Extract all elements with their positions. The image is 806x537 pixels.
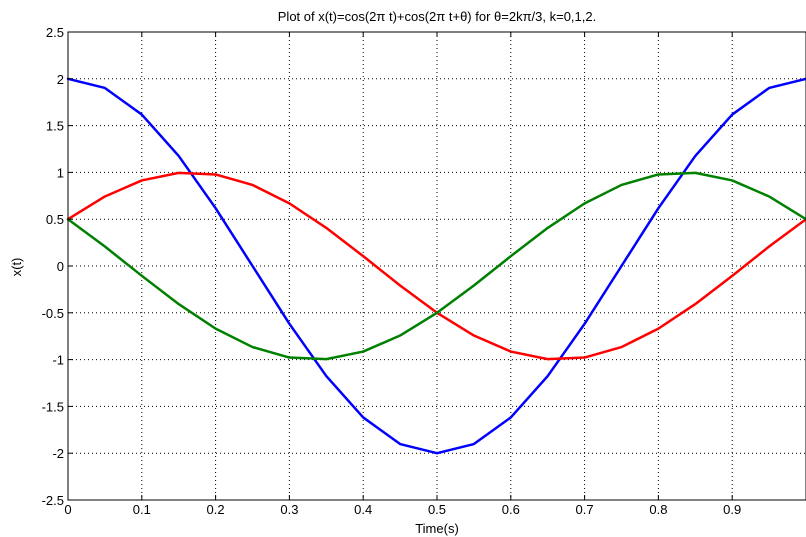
x-tick-label: 0.3 bbox=[280, 502, 298, 517]
series-line-3 bbox=[66, 171, 806, 361]
y-tick-label: -1 bbox=[52, 353, 64, 368]
x-tick-label: 0.7 bbox=[576, 502, 594, 517]
x-tick-label: 0.8 bbox=[649, 502, 667, 517]
y-axis-label: x(t) bbox=[9, 258, 24, 277]
ticks: 0 0.1 0.2 0.3 0.4 0.5 0.6 0.7 0.8 0.9 2.5 2 1.5 1 0.5 0… bbox=[42, 25, 742, 517]
y-tick-label: 2 bbox=[57, 72, 64, 87]
x-axis-label: Time(s) bbox=[415, 521, 459, 536]
x-tick-label: 0.1 bbox=[133, 502, 151, 517]
y-tick-label: -2.5 bbox=[42, 493, 64, 508]
x-tick-label: 0.4 bbox=[354, 502, 372, 517]
x-tick-label: 0.2 bbox=[207, 502, 225, 517]
chart-title: Plot of x(t)=cos(2π t)+cos(2π t+θ) for θ… bbox=[278, 9, 596, 24]
y-tick-label: -1.5 bbox=[42, 399, 64, 414]
y-tick-label: -0.5 bbox=[42, 306, 64, 321]
y-tick-label: 2.5 bbox=[46, 25, 64, 40]
x-tick-label: 0.9 bbox=[723, 502, 741, 517]
x-tick-label: 0 bbox=[64, 502, 71, 517]
y-tick-label: -2 bbox=[52, 446, 64, 461]
y-tick-label: 0.5 bbox=[46, 212, 64, 227]
x-tick-label: 0.6 bbox=[502, 502, 520, 517]
x-tick-label: 0.5 bbox=[428, 502, 446, 517]
y-tick-label: 1.5 bbox=[46, 119, 64, 134]
y-tick-label: 1 bbox=[57, 165, 64, 180]
y-tick-label: 0 bbox=[57, 259, 64, 274]
series-group bbox=[66, 77, 806, 455]
